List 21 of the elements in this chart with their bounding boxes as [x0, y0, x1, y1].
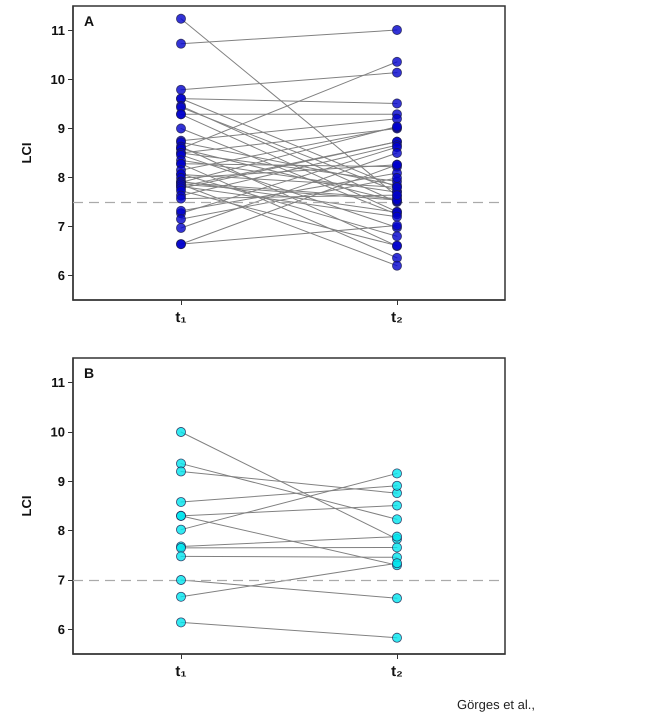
- y-tick-label: 9: [58, 474, 65, 489]
- x-tick-label: t₁: [175, 309, 187, 326]
- y-tick-label: 8: [58, 170, 65, 185]
- y-tick-label: 10: [50, 424, 65, 440]
- text: A: [84, 13, 94, 29]
- y-tick-label: 8: [58, 523, 65, 538]
- text: Görges et al.,: [456, 697, 536, 712]
- y-tick-label: 11: [51, 375, 65, 390]
- text: B: [84, 365, 94, 381]
- y-tick-label: 6: [58, 622, 65, 637]
- y-tick-label: 11: [51, 23, 65, 38]
- x-tick-label: t₂: [391, 309, 403, 326]
- y-tick-label: 7: [58, 219, 65, 234]
- x-tick-label: t₂: [391, 663, 403, 680]
- y-axis-title: LCI: [19, 496, 34, 516]
- x-tick-label: t₁: [175, 663, 187, 680]
- y-axis-title: LCI: [19, 142, 34, 164]
- y-tick-label: 10: [50, 72, 65, 87]
- y-tick-label: 9: [58, 121, 65, 136]
- y-tick-label: 7: [58, 572, 65, 588]
- y-tick-label: 6: [58, 268, 65, 283]
